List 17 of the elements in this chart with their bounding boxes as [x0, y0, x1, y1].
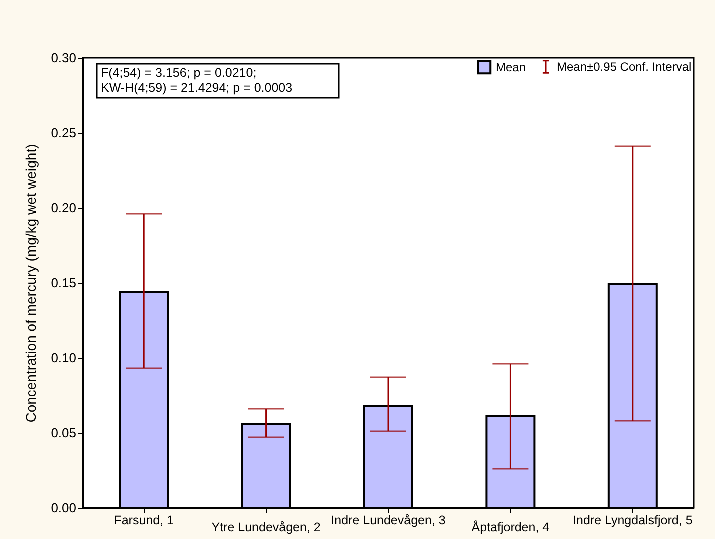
legend-label: Mean — [496, 60, 526, 74]
x-tick-label: Indre Lyngdalsfjord, 5 — [573, 514, 693, 528]
x-tick-label: Åptafjorden, 4 — [472, 520, 550, 534]
annotation: F(4;54) = 3.156; p = 0.0210; — [101, 66, 257, 80]
y-tick-label: 0.15 — [51, 276, 76, 290]
x-tick-label: Farsund, 1 — [114, 514, 174, 528]
y-tick-label: 0.00 — [51, 500, 76, 516]
annotation: KW-H(4;59) = 21.4294; p = 0.0003 — [101, 81, 293, 95]
y-tick-label: 0.20 — [51, 200, 76, 216]
x-tick-label: Indre Lundevågen, 3 — [331, 514, 446, 528]
x-tick-label: Ytre Lundevågen, 2 — [212, 520, 321, 534]
y-tick-label: 0.25 — [51, 126, 76, 140]
y-axis-title: Concentration of mercury (mg/kg wet weight) — [23, 144, 40, 423]
y-tick-label: 0.05 — [51, 426, 76, 440]
y-tick-label: 0.10 — [51, 350, 76, 366]
annotation: Mean±0.95 Conf. Interval — [557, 60, 692, 74]
y-tick-label: 0.30 — [51, 50, 76, 66]
